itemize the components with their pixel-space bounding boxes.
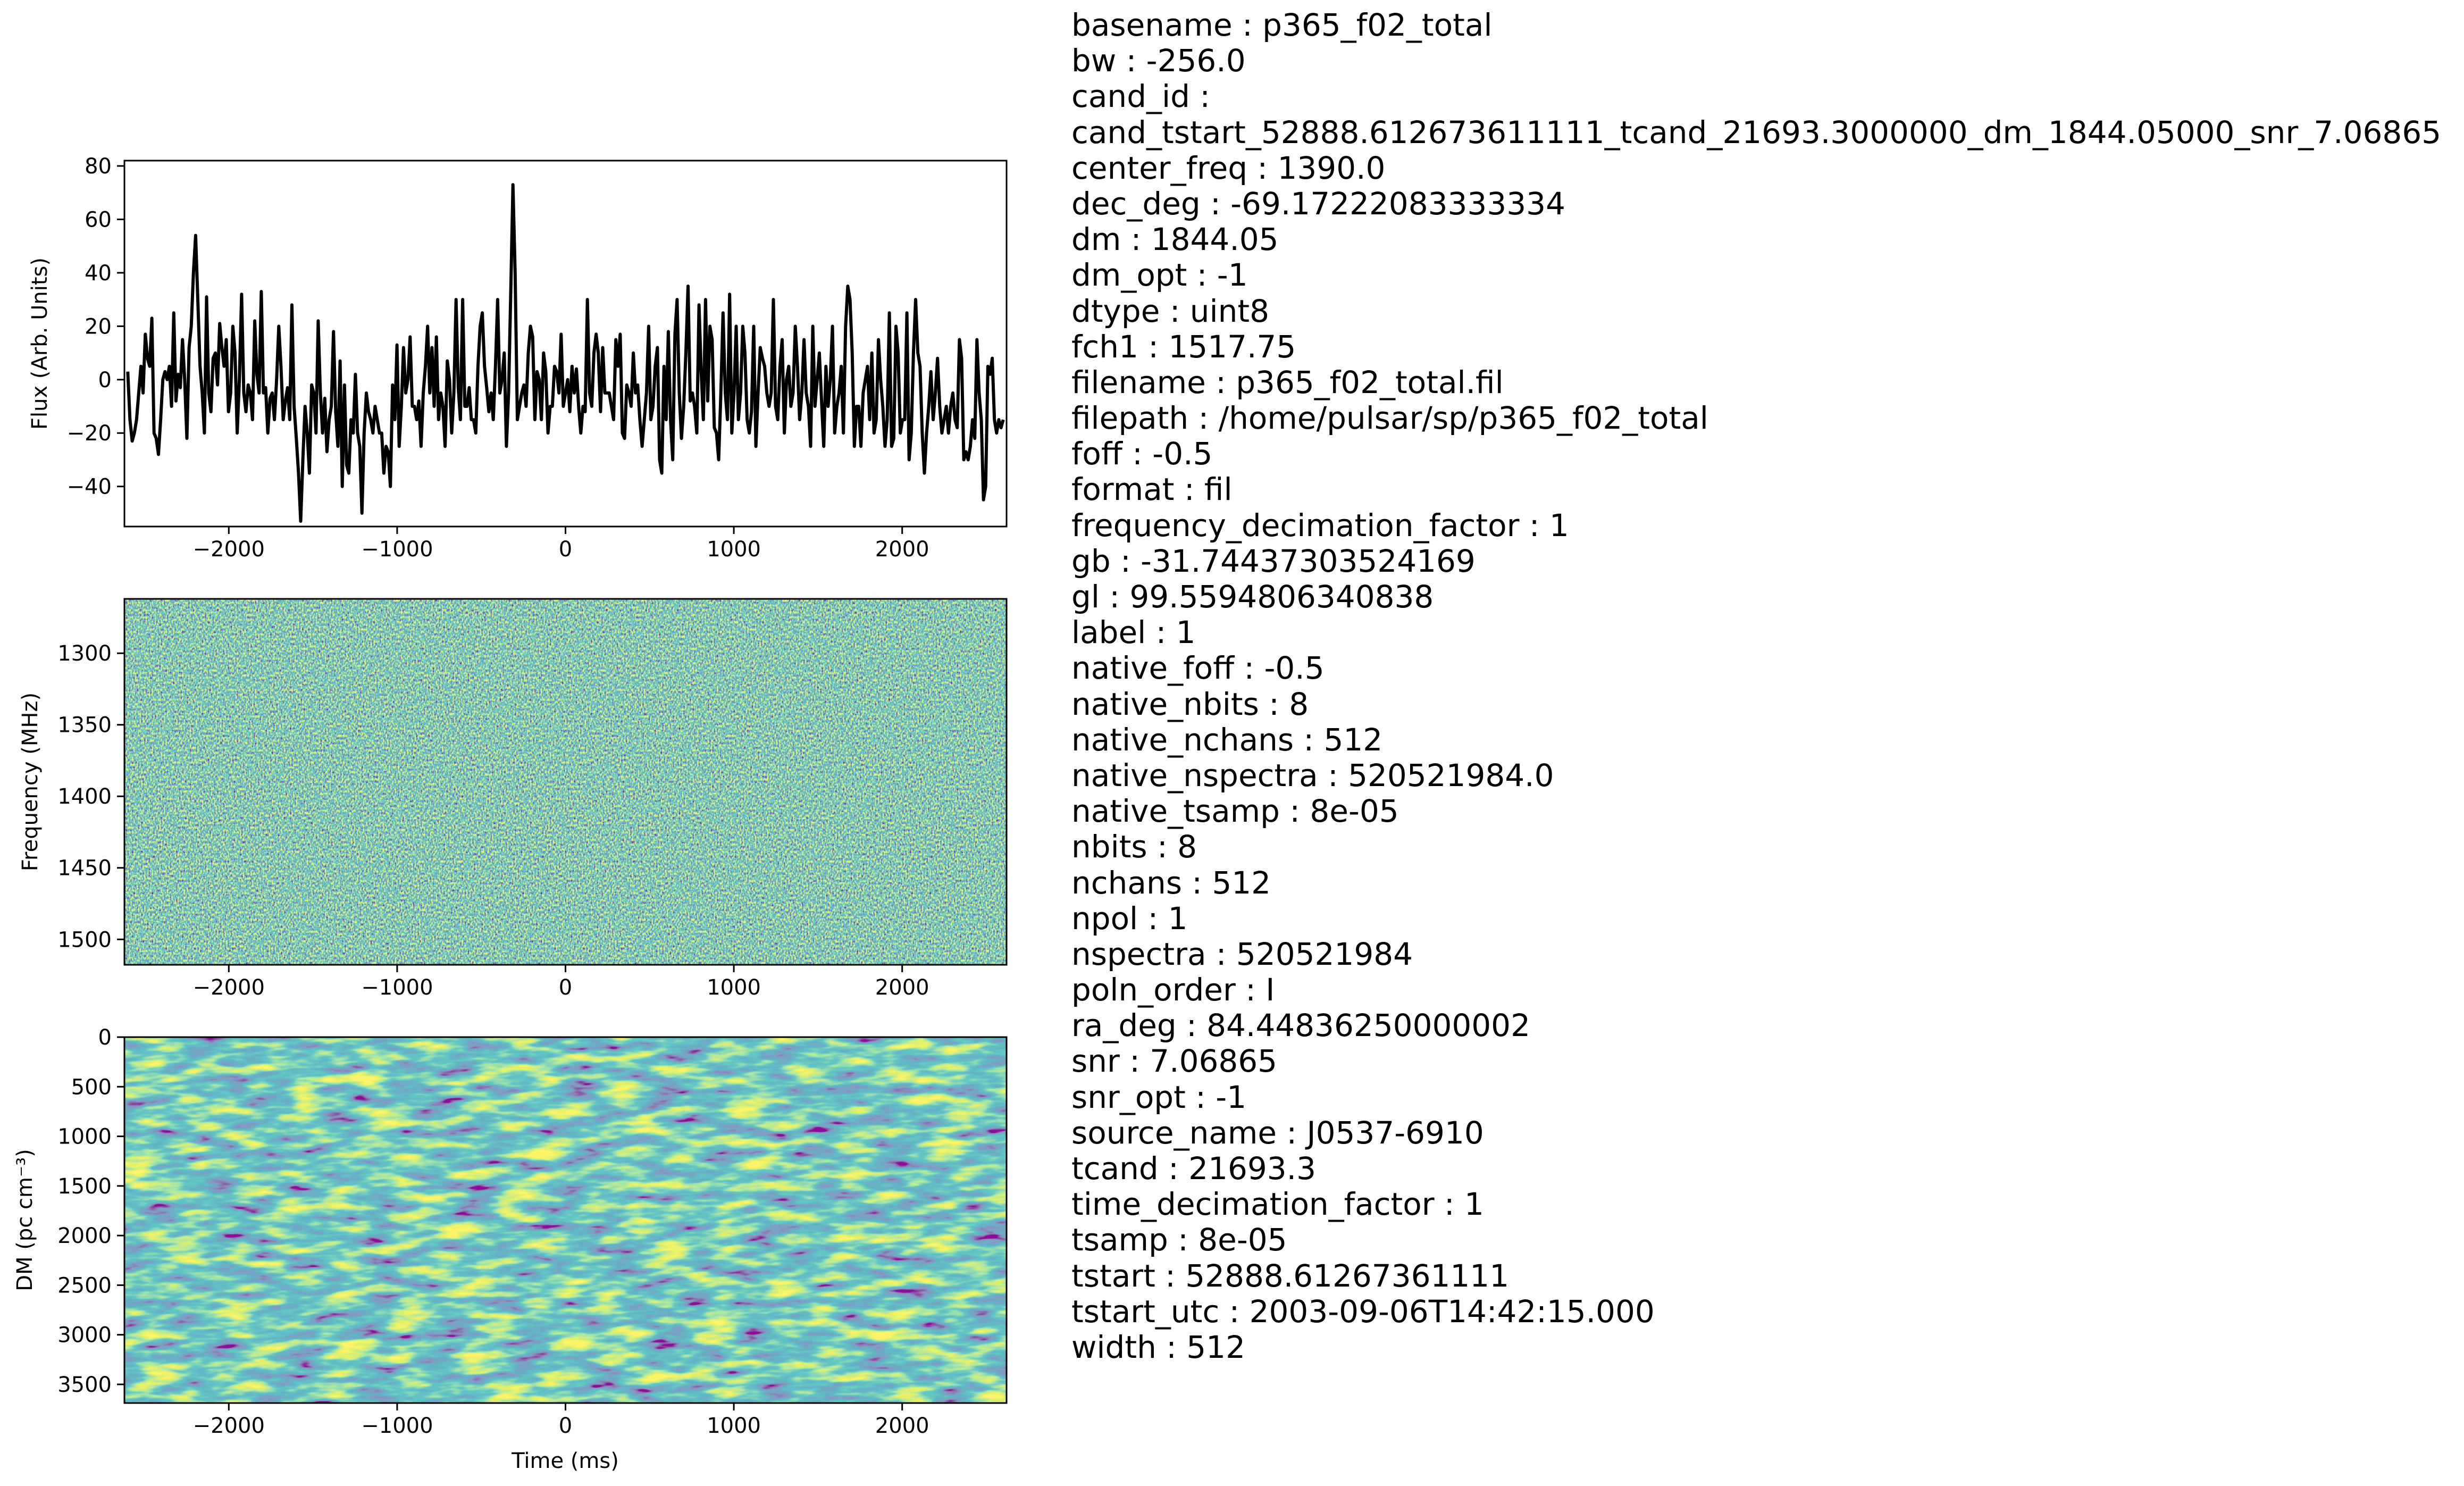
y-tick-label: 20 [85,314,112,339]
flux-series-line [126,183,1005,523]
x-tick-label: 1000 [707,975,761,1000]
metadata-line: snr_opt : -1 [1071,1079,1247,1115]
metadata-line: ra_deg : 84.44836250000002 [1071,1007,1530,1044]
x-tick-label: 2000 [875,975,929,1000]
metadata-line: tsamp : 8e-05 [1071,1222,1287,1258]
x-tick-label: 0 [559,537,572,562]
time-axis-label: Time (ms) [511,1449,619,1473]
metadata-line: frequency_decimation_factor : 1 [1071,507,1569,544]
metadata-line: bw : -256.0 [1071,43,1246,79]
dm-axis-label: DM (pc cm⁻³) [13,1149,37,1291]
y-tick-label: 1500 [57,928,112,952]
y-tick-label: 1300 [57,641,112,666]
frequency-axis-label: Frequency (MHz) [18,692,43,871]
metadata-line: center_freq : 1390.0 [1071,149,1386,186]
metadata-line: dm : 1844.05 [1071,221,1279,258]
metadata-line: width : 512 [1071,1329,1245,1365]
metadata-line: cand_tstart_52888.612673611111_tcand_216… [1071,114,2442,151]
metadata-line: cand_id : [1071,78,1210,115]
metadata-line: time_decimation_factor : 1 [1071,1186,1484,1223]
metadata-line: native_nchans : 512 [1071,721,1383,758]
x-tick-label: 0 [559,975,572,1000]
metadata-line: native_foff : -0.5 [1071,650,1325,687]
metadata-line: basename : p365_f02_total [1071,7,1493,43]
y-tick-label: 3500 [57,1373,112,1397]
y-tick-label: 500 [71,1075,112,1099]
x-tick-label: 2000 [875,1414,929,1438]
x-tick-label: −1000 [361,537,433,562]
y-tick-label: 3000 [57,1323,112,1348]
y-tick-label: 2500 [57,1273,112,1298]
x-tick-label: 1000 [707,1414,761,1438]
metadata-line: native_tsamp : 8e-05 [1071,793,1399,830]
metadata-line: tstart_utc : 2003-09-06T14:42:15.000 [1071,1293,1655,1330]
metadata-line: fch1 : 1517.75 [1071,328,1296,365]
metadata-line: source_name : J0537-6910 [1071,1114,1484,1151]
frequency-time-heatmap [124,599,1007,965]
metadata-line: native_nbits : 8 [1071,686,1309,722]
y-tick-label: 0 [98,1025,112,1050]
x-tick-label: 2000 [875,537,929,562]
flux-axis-label: Flux (Arb. Units) [28,257,52,430]
timeseries-panel: −2000 −1000 0 1000 2000 −40 −20 0 20 40 60 80 Flux… [28,154,1008,562]
y-tick-label: 60 [85,207,112,232]
y-tick-label: 1400 [57,784,112,809]
dm-time-heatmap [124,1037,1007,1403]
metadata-line: gb : -31.74437303524169 [1071,542,1476,579]
metadata-line: foff : -0.5 [1071,436,1213,472]
dm-time-panel: −2000 −1000 0 1000 2000 0 500 1000 1500 2000 2500… [13,1025,1008,1473]
x-tick-label: −1000 [361,975,433,1000]
metadata-line: filepath : /home/pulsar/sp/p365_f02_tota… [1071,400,1708,437]
metadata-line: nchans : 512 [1071,864,1271,901]
metadata-line: tstart : 52888.61267361111 [1071,1257,1510,1294]
y-tick-label: 1450 [57,856,112,881]
y-tick-label: 2000 [57,1224,112,1248]
metadata-line: nbits : 8 [1071,829,1197,865]
metadata-line: snr : 7.06865 [1071,1043,1278,1080]
y-tick-label: 1350 [57,713,112,738]
x-tick-label: −2000 [193,975,265,1000]
metadata-line: label : 1 [1071,614,1196,651]
metadata-line: nspectra : 520521984 [1071,936,1413,972]
y-tick-label: 40 [85,261,112,286]
y-tick-label: 80 [85,154,112,179]
metadata-line: npol : 1 [1071,900,1188,937]
candidate-metadata-list: basename : p365_f02_total bw : -256.0 cand… [1071,7,2441,1365]
metadata-line: dtype : uint8 [1071,293,1270,329]
metadata-line: poln_order : I [1071,972,1275,1008]
y-tick-label: 0 [98,368,112,393]
metadata-line: gl : 99.5594806340838 [1071,579,1434,615]
x-tick-label: −2000 [193,537,265,562]
y-tick-label: −40 [67,475,112,499]
metadata-line: tcand : 21693.3 [1071,1150,1317,1187]
metadata-line: format : fil [1071,471,1233,508]
metadata-line: dm_opt : -1 [1071,257,1248,294]
metadata-line: native_nspectra : 520521984.0 [1071,757,1554,794]
y-tick-label: −20 [67,421,112,446]
metadata-line: dec_deg : -69.17222083333334 [1071,185,1565,222]
x-tick-label: 1000 [707,537,761,562]
metadata-line: filename : p365_f02_total.fil [1071,364,1504,400]
y-tick-label: 1500 [57,1174,112,1199]
x-tick-label: −1000 [361,1414,433,1438]
y-tick-label: 1000 [57,1125,112,1149]
x-tick-label: 0 [559,1414,572,1438]
frequency-time-panel: −2000 −1000 0 1000 2000 1300 1350 1400 1450 1500… [18,598,1008,1000]
x-tick-label: −2000 [193,1414,265,1438]
